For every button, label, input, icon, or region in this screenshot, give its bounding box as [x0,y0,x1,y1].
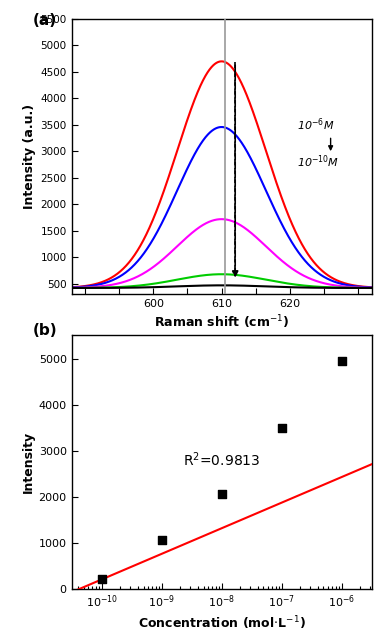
X-axis label: Concentration (mol$\cdot$L$^{-1}$): Concentration (mol$\cdot$L$^{-1}$) [138,614,305,632]
Text: 10$^{-10}$M: 10$^{-10}$M [296,154,339,170]
Point [279,422,285,432]
Text: 10$^{-6}$M: 10$^{-6}$M [296,116,334,133]
Point [159,535,165,545]
Text: R$^2$=0.9813: R$^2$=0.9813 [183,451,260,469]
Point [219,489,225,499]
Y-axis label: Intensity (a.u.): Intensity (a.u.) [23,104,36,210]
X-axis label: Raman shift (cm$^{-1}$): Raman shift (cm$^{-1}$) [154,313,289,331]
Point [99,574,105,584]
Point [339,356,345,366]
Text: (a): (a) [33,13,57,28]
Y-axis label: Intensity: Intensity [21,431,34,493]
Text: (b): (b) [33,323,57,338]
